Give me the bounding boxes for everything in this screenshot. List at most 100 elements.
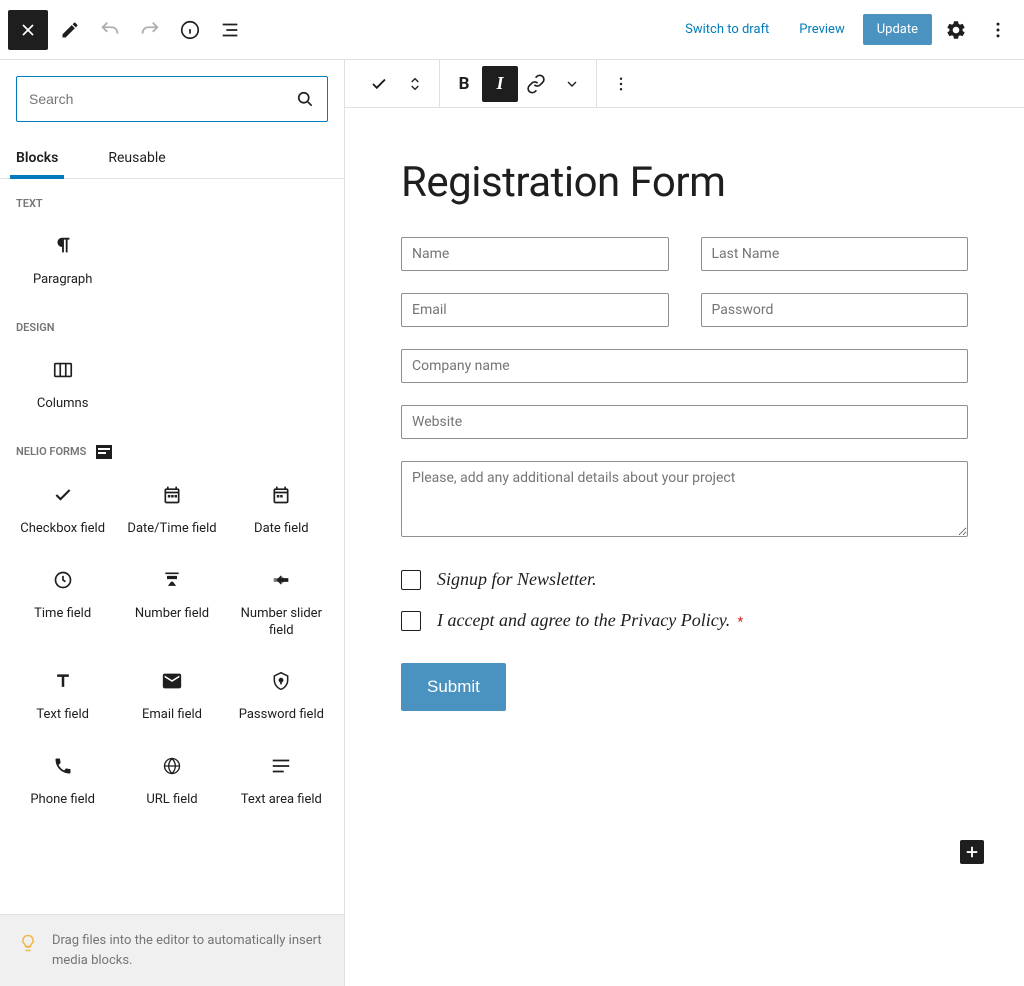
block-label: Date/Time field bbox=[127, 521, 216, 538]
password-icon bbox=[269, 669, 293, 693]
block-phone-field[interactable]: Phone field bbox=[8, 738, 117, 823]
block-checkbox-field[interactable]: Checkbox field bbox=[8, 467, 117, 552]
details-textarea[interactable] bbox=[401, 461, 968, 537]
main-layout: Blocks Reusable TEXT Paragraph DESIGN bbox=[0, 60, 1024, 986]
privacy-label-wrap: I accept and agree to the Privacy Policy… bbox=[437, 610, 743, 631]
website-input[interactable] bbox=[401, 405, 968, 439]
datetime-icon bbox=[160, 483, 184, 507]
privacy-label: I accept and agree to the Privacy Policy… bbox=[437, 610, 730, 630]
italic-button[interactable]: I bbox=[482, 66, 518, 102]
paragraph-icon bbox=[51, 234, 75, 258]
preview-button[interactable]: Preview bbox=[787, 14, 856, 45]
block-textarea-field[interactable]: Text area field bbox=[227, 738, 336, 823]
block-date-field[interactable]: Date field bbox=[227, 467, 336, 552]
submit-button[interactable]: Submit bbox=[401, 663, 506, 711]
time-icon bbox=[51, 568, 75, 592]
block-label: Paragraph bbox=[33, 272, 92, 289]
more-options-icon[interactable] bbox=[980, 12, 1016, 48]
form-row-2 bbox=[401, 293, 968, 327]
form-row-1 bbox=[401, 237, 968, 271]
category-design-title: DESIGN bbox=[0, 303, 344, 342]
category-nelio-label: NELIO FORMS bbox=[16, 445, 86, 458]
text-icon bbox=[51, 669, 75, 693]
sidebar-tip: Drag files into the editor to automatica… bbox=[0, 914, 344, 986]
block-label: Text area field bbox=[241, 792, 322, 809]
move-handles[interactable] bbox=[397, 66, 433, 102]
edit-icon[interactable] bbox=[52, 12, 88, 48]
link-button[interactable] bbox=[518, 66, 554, 102]
add-block-button[interactable] bbox=[960, 840, 984, 864]
name-input[interactable] bbox=[401, 237, 669, 271]
newsletter-check-row: Signup for Newsletter. bbox=[401, 569, 968, 590]
block-toolbar: B I bbox=[345, 60, 1024, 108]
search-wrap bbox=[0, 60, 344, 138]
form-row-5 bbox=[401, 461, 968, 541]
block-datetime-field[interactable]: Date/Time field bbox=[117, 467, 226, 552]
bold-button[interactable]: B bbox=[446, 66, 482, 102]
nelio-badge-icon bbox=[96, 445, 112, 459]
lightbulb-icon bbox=[18, 933, 38, 970]
privacy-check-row: I accept and agree to the Privacy Policy… bbox=[401, 610, 968, 631]
top-toolbar: Switch to draft Preview Update bbox=[0, 0, 1024, 60]
search-input[interactable] bbox=[29, 91, 295, 107]
block-toolbar-group-3 bbox=[597, 60, 645, 107]
date-icon bbox=[269, 483, 293, 507]
privacy-checkbox[interactable] bbox=[401, 611, 421, 631]
category-nelio-grid: Checkbox field Date/Time field Date fiel… bbox=[0, 467, 344, 823]
settings-gear-icon[interactable] bbox=[938, 12, 974, 48]
block-label: Date field bbox=[254, 521, 309, 538]
password-field-wrap bbox=[701, 293, 969, 327]
toolbar-right: Switch to draft Preview Update bbox=[673, 12, 1016, 48]
close-inserter-button[interactable] bbox=[8, 10, 48, 50]
outline-button[interactable] bbox=[212, 12, 248, 48]
tab-reusable[interactable]: Reusable bbox=[108, 138, 165, 178]
form-row-4 bbox=[401, 405, 968, 439]
textarea-icon bbox=[269, 754, 293, 778]
password-input[interactable] bbox=[701, 293, 969, 327]
required-mark: * bbox=[737, 615, 743, 630]
phone-icon bbox=[51, 754, 75, 778]
block-password-field[interactable]: Password field bbox=[227, 653, 336, 738]
update-button[interactable]: Update bbox=[863, 14, 932, 45]
block-email-field[interactable]: Email field bbox=[117, 653, 226, 738]
tab-blocks[interactable]: Blocks bbox=[16, 138, 58, 178]
editor-area: B I Registration Form bbox=[345, 60, 1024, 986]
email-field-wrap bbox=[401, 293, 669, 327]
block-label: Time field bbox=[34, 606, 91, 623]
search-box bbox=[16, 76, 328, 122]
block-time-field[interactable]: Time field bbox=[8, 552, 117, 654]
company-input[interactable] bbox=[401, 349, 968, 383]
block-number-slider-field[interactable]: Number slider field bbox=[227, 552, 336, 654]
block-label: Checkbox field bbox=[20, 521, 105, 538]
undo-button[interactable] bbox=[92, 12, 128, 48]
website-field-wrap bbox=[401, 405, 968, 439]
category-text-title: TEXT bbox=[0, 179, 344, 218]
check-button[interactable] bbox=[361, 66, 397, 102]
switch-to-draft-button[interactable]: Switch to draft bbox=[673, 14, 781, 45]
tip-text: Drag files into the editor to automatica… bbox=[52, 931, 326, 970]
block-number-field[interactable]: Number field bbox=[117, 552, 226, 654]
block-toolbar-group-1 bbox=[355, 60, 440, 107]
lastname-field-wrap bbox=[701, 237, 969, 271]
page-title[interactable]: Registration Form bbox=[401, 158, 968, 207]
block-more-options[interactable] bbox=[603, 66, 639, 102]
inserter-tabs: Blocks Reusable bbox=[0, 138, 344, 179]
email-input[interactable] bbox=[401, 293, 669, 327]
newsletter-checkbox[interactable] bbox=[401, 570, 421, 590]
checkbox-icon bbox=[51, 483, 75, 507]
redo-button[interactable] bbox=[132, 12, 168, 48]
block-url-field[interactable]: URL field bbox=[117, 738, 226, 823]
lastname-input[interactable] bbox=[701, 237, 969, 271]
block-text-field[interactable]: Text field bbox=[8, 653, 117, 738]
number-icon bbox=[160, 568, 184, 592]
block-paragraph[interactable]: Paragraph bbox=[8, 218, 117, 303]
block-list-scroll[interactable]: TEXT Paragraph DESIGN Columns bbox=[0, 179, 344, 986]
category-text-grid: Paragraph bbox=[0, 218, 344, 303]
form-row-3 bbox=[401, 349, 968, 383]
url-icon bbox=[160, 754, 184, 778]
block-columns[interactable]: Columns bbox=[8, 342, 117, 427]
block-label: Text field bbox=[36, 707, 89, 724]
chevron-down-icon[interactable] bbox=[554, 66, 590, 102]
info-button[interactable] bbox=[172, 12, 208, 48]
block-label: Number field bbox=[135, 606, 209, 623]
